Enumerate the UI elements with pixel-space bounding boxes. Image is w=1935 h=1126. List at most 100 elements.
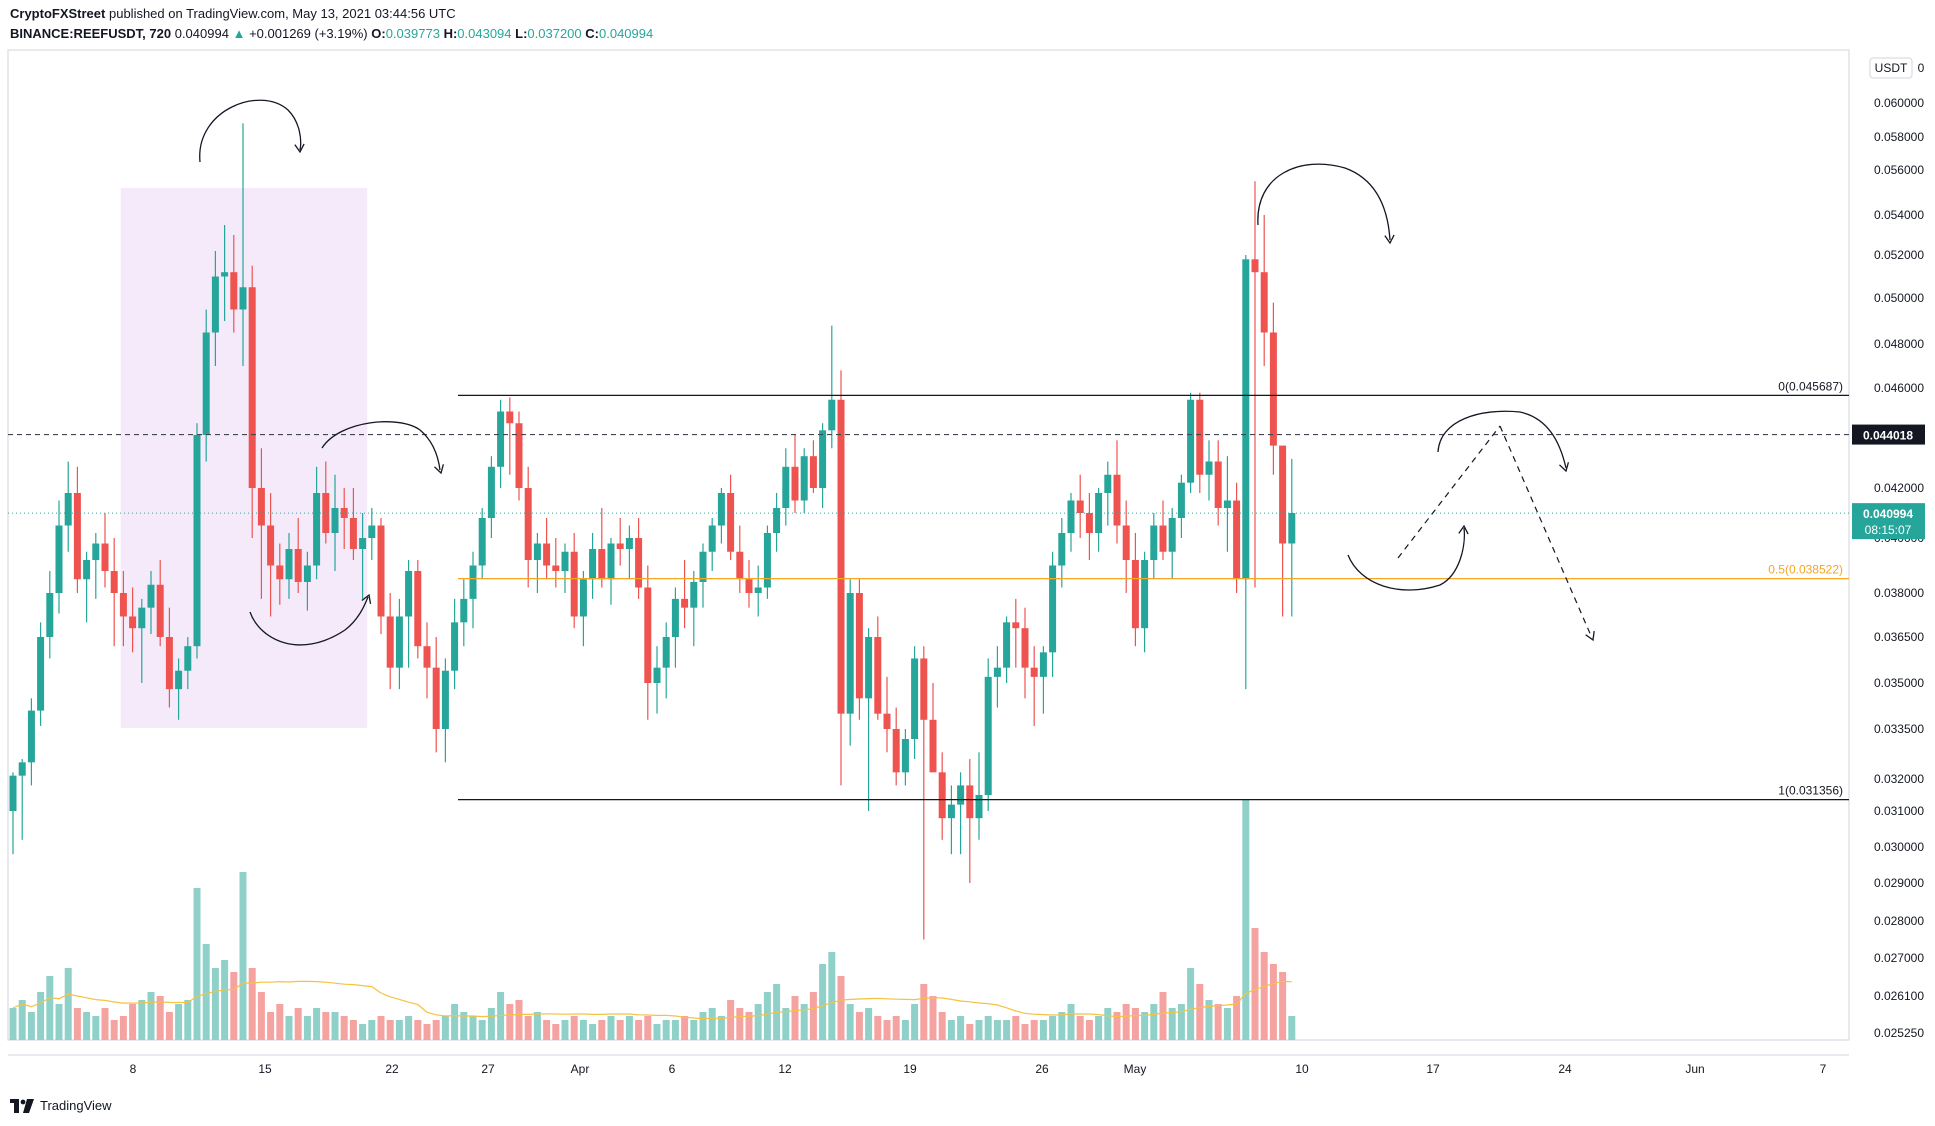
volume-bar (451, 1004, 459, 1040)
volume-bar (46, 976, 54, 1040)
volume-bar (607, 1016, 615, 1040)
volume-bar (230, 972, 238, 1040)
candle-body (754, 587, 762, 593)
y-tick-label: 0.046000 (1874, 381, 1924, 395)
candle-body (1168, 518, 1176, 552)
candle-body (294, 549, 302, 582)
candle-body (690, 582, 698, 608)
publisher-name[interactable]: CryptoFXStreet (10, 6, 106, 21)
volume-bar (73, 1008, 81, 1040)
symbol-label[interactable]: BINANCE:REEFUSDT, 720 (10, 26, 172, 41)
candle-body (644, 587, 652, 683)
candle-body (1251, 259, 1259, 273)
volume-bar (524, 1016, 532, 1040)
candle-body (717, 493, 725, 526)
candle-body (1279, 445, 1287, 544)
volume-bar (377, 1016, 385, 1040)
candle-body (239, 287, 247, 310)
volume-bar (267, 1012, 275, 1040)
volume-bar (165, 1012, 173, 1040)
x-tick-label: 8 (130, 1062, 137, 1076)
candle-body (589, 549, 597, 580)
candle-body (414, 571, 422, 647)
volume-bar (1223, 1008, 1231, 1040)
volume-bar (782, 1008, 790, 1040)
low-label: L: (515, 26, 528, 41)
x-tick-label: 7 (1820, 1062, 1827, 1076)
candle-body (984, 676, 992, 795)
candle-body (1067, 500, 1075, 533)
candle-body (101, 543, 109, 571)
x-tick-label: May (1124, 1062, 1147, 1076)
candle-body (1095, 493, 1103, 533)
x-tick-label: 10 (1295, 1062, 1309, 1076)
volume-bar (653, 1024, 661, 1040)
volume-bar (211, 968, 219, 1040)
candle-body (1104, 474, 1112, 493)
volume-bar (55, 1004, 63, 1040)
candle-body (73, 493, 81, 580)
candle-body (1085, 513, 1093, 533)
volume-bar (1150, 1004, 1158, 1040)
y-tick-label: 0.042000 (1874, 481, 1924, 495)
candle-body (1131, 560, 1139, 629)
candle-body (487, 466, 495, 518)
candle-body (395, 616, 403, 668)
candle-body (809, 456, 817, 488)
tradingview-footer: TradingView (10, 1098, 112, 1113)
volume-bar (1076, 1016, 1084, 1040)
low-value: 0.037200 (527, 26, 582, 41)
volume-bar (110, 1020, 118, 1040)
volume-bar (598, 1020, 606, 1040)
x-tick-label: 12 (778, 1062, 792, 1076)
volume-bar (469, 1016, 477, 1040)
candle-body (929, 719, 937, 773)
y-tick-label: 0.032000 (1874, 772, 1924, 786)
volume-bar (1039, 1020, 1047, 1040)
volume-bar (901, 1020, 909, 1040)
volume-bar (156, 996, 164, 1040)
y-tick-label: 0.060000 (1874, 96, 1924, 110)
curved-arrow-forecast (1437, 410, 1567, 469)
candle-body (1223, 500, 1231, 508)
candle-body (221, 272, 229, 277)
volume-bar (1288, 1016, 1296, 1040)
volume-bar (911, 1004, 919, 1040)
candle-body (800, 456, 808, 501)
candle-body (175, 670, 183, 690)
volume-bar (957, 1016, 965, 1040)
volume-bar (635, 1020, 643, 1040)
candle-body (966, 785, 974, 819)
volume-bar (1104, 1008, 1112, 1040)
volume-bar (763, 992, 771, 1040)
y-tick-label: 0.036500 (1874, 630, 1924, 644)
volume-bar (561, 1020, 569, 1040)
price-label-countdown: 08:15:07 (1865, 523, 1912, 537)
price-label-last-box (1852, 503, 1925, 540)
volume-bar (386, 1020, 394, 1040)
candle-body (497, 411, 505, 467)
volume-bar (1030, 1020, 1038, 1040)
candle-body (267, 525, 275, 566)
candle-body (211, 276, 219, 333)
volume-bar (184, 1000, 192, 1040)
candle-body (110, 571, 118, 593)
volume-bar (1251, 928, 1259, 1040)
y-tick-label: 0.035000 (1874, 676, 1924, 690)
volume-bar (1269, 964, 1277, 1040)
price-label-last: 0.040994 (1863, 507, 1913, 521)
candle-body (533, 543, 541, 560)
volume-bar (119, 1016, 127, 1040)
y-tick-label: 0.058000 (1874, 130, 1924, 144)
volume-bar (1205, 1000, 1213, 1040)
candle-body (708, 525, 716, 552)
volume-bar (340, 1016, 348, 1040)
volume-bar (1021, 1024, 1029, 1040)
volume-bar (432, 1020, 440, 1040)
candle-body (855, 593, 863, 699)
candle-body (837, 399, 845, 714)
volume-bar (543, 1020, 551, 1040)
currency-label: USDT (1875, 61, 1908, 75)
candle-body (377, 525, 385, 617)
